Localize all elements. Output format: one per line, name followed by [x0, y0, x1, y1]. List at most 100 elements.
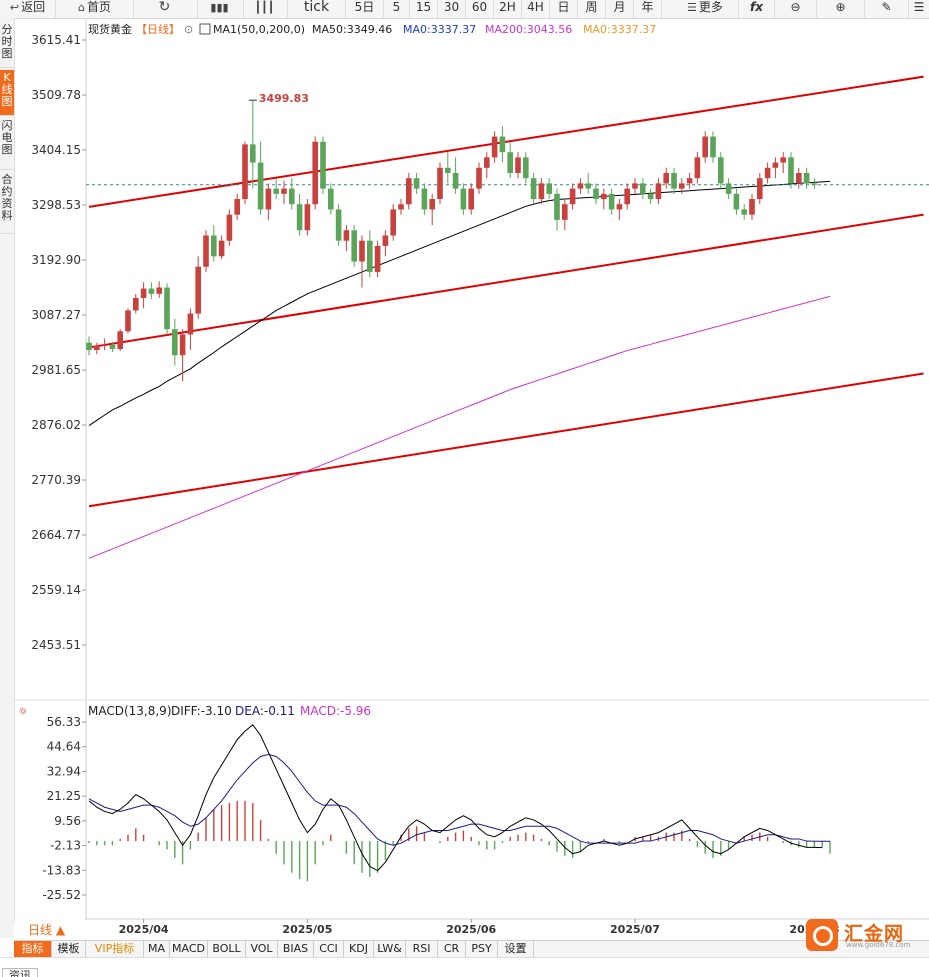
candle-up: [179, 334, 186, 356]
indicator-tab-9[interactable]: KDJ: [344, 941, 374, 957]
candle-up: [538, 183, 545, 200]
zoom-in-button[interactable]: ⊕: [817, 0, 865, 18]
macd-y-tick-label: 56.33: [47, 715, 81, 729]
y-tick-label: 3615.41: [31, 33, 81, 47]
side-tab-kline[interactable]: K线图: [0, 70, 14, 116]
indicator-tab-13[interactable]: PSY: [466, 941, 498, 957]
indicator-tab-10[interactable]: LW&: [374, 941, 406, 957]
candle-up: [632, 183, 638, 189]
period-button-1[interactable]: 5: [384, 0, 410, 18]
period-button-9[interactable]: 月: [606, 0, 634, 18]
news-tab[interactable]: 资讯: [2, 968, 38, 977]
indicator-tab-1[interactable]: 模板: [52, 941, 86, 957]
ma200-value: MA200:3043.56: [485, 23, 572, 36]
candle-down: [445, 167, 451, 173]
candle-type-button[interactable]: ┃┃┃: [244, 0, 288, 18]
y-tick-label: 2559.14: [31, 583, 81, 597]
side-tab-timeshare[interactable]: 分时图: [0, 22, 14, 68]
candle-up: [343, 230, 350, 241]
dea-line: [88, 753, 831, 846]
candle-up: [491, 136, 498, 158]
period-button-2[interactable]: 15: [410, 0, 438, 18]
candle-up: [764, 167, 771, 179]
indicator-tab-11[interactable]: RSI: [406, 941, 438, 957]
period-button-6[interactable]: 4H: [522, 0, 550, 18]
candle-up: [562, 204, 568, 220]
x-tick-label: 2025/04: [119, 923, 169, 936]
period-button-3[interactable]: 30: [438, 0, 466, 18]
macd-y-tick-label: 9.56: [54, 814, 81, 828]
indicator-tab-12[interactable]: CR: [438, 941, 466, 957]
indicator-tab-5[interactable]: BOLL: [208, 941, 246, 957]
candle-up: [772, 162, 779, 168]
period-button-4[interactable]: 60: [466, 0, 494, 18]
candle-down: [499, 136, 506, 153]
candle-up: [515, 157, 521, 173]
period-button-7[interactable]: 日: [550, 0, 578, 18]
candle-up: [780, 157, 786, 163]
candle-down: [296, 204, 303, 231]
candle-down: [803, 172, 810, 184]
candle-up: [94, 345, 100, 351]
indicator-tab-4[interactable]: MACD: [170, 941, 208, 957]
period-button-0[interactable]: 5日: [346, 0, 384, 18]
bottom-strip: 资讯: [0, 957, 929, 977]
period-tag: 【日线】: [136, 22, 180, 36]
side-tab-flash[interactable]: 闪电图: [0, 118, 14, 170]
candle-up: [156, 287, 162, 294]
candle-down: [211, 235, 217, 257]
indicator-tab-3[interactable]: MA: [144, 941, 170, 957]
side-tab-contract-info[interactable]: 合约资料: [0, 172, 14, 234]
period-button-10[interactable]: 年: [634, 0, 662, 18]
draw-button[interactable]: ✎: [865, 0, 909, 18]
overflow-button[interactable]: ☰: [909, 0, 929, 18]
candle-down: [530, 178, 537, 200]
refresh-button[interactable]: ↻: [134, 0, 198, 18]
period-select[interactable]: 日线 ▲: [14, 921, 84, 939]
candle-up: [569, 188, 576, 205]
indicator-tab-7[interactable]: BIAS: [278, 941, 314, 957]
y-tick-label: 3509.78: [31, 88, 81, 102]
candle-down: [86, 342, 92, 351]
candle-down: [608, 193, 615, 210]
candle-down: [733, 193, 740, 210]
candle-down: [811, 183, 818, 185]
y-tick-label: 2876.02: [31, 418, 81, 432]
logo-mark: [806, 919, 838, 951]
indicator-tab-0[interactable]: 指标: [14, 941, 52, 957]
candle-down: [335, 209, 342, 241]
candle-down: [109, 344, 116, 349]
macd-value: MACD:-5.96: [300, 704, 371, 718]
diff-line: [88, 724, 823, 872]
zoom-out-button[interactable]: ⊖: [775, 0, 817, 18]
candle-down: [671, 172, 677, 189]
candle-down: [367, 240, 373, 272]
formula-button[interactable]: fx: [739, 0, 775, 18]
indicator-tab-6[interactable]: VOL: [246, 941, 278, 957]
ma-toggle-icon: [199, 23, 211, 35]
candle-down: [554, 193, 560, 220]
indicator-tab-2[interactable]: VIP指标: [86, 941, 144, 957]
more-button[interactable]: ☰ 更多: [672, 0, 739, 18]
back-button[interactable]: ↩ 返回: [0, 0, 56, 18]
macd-y-tick-label: -13.83: [42, 863, 81, 877]
indicator-tab-14[interactable]: 设置: [498, 941, 534, 957]
period-button-8[interactable]: 周: [578, 0, 606, 18]
candle-up: [374, 245, 381, 272]
indicator-tab-8[interactable]: CCI: [314, 941, 344, 957]
tick-button[interactable]: tick: [288, 0, 346, 18]
macd-y-tick-label: -2.13: [50, 839, 81, 853]
pencil-icon: ✎: [881, 0, 892, 14]
candle-up: [686, 178, 693, 184]
x-tick-label: 2025/05: [282, 923, 332, 936]
period-button-5[interactable]: 2H: [494, 0, 522, 18]
candle-down: [585, 183, 591, 189]
candle-down: [593, 188, 599, 200]
candle-up: [694, 157, 701, 179]
candle-up: [437, 167, 443, 200]
home-button[interactable]: ⌂ 首页: [56, 0, 134, 18]
macd-dea: DEA:-0.11: [235, 704, 295, 718]
kline-type-button[interactable]: ▮▮▮: [198, 0, 244, 18]
overflow-icon: ☰: [913, 0, 925, 14]
